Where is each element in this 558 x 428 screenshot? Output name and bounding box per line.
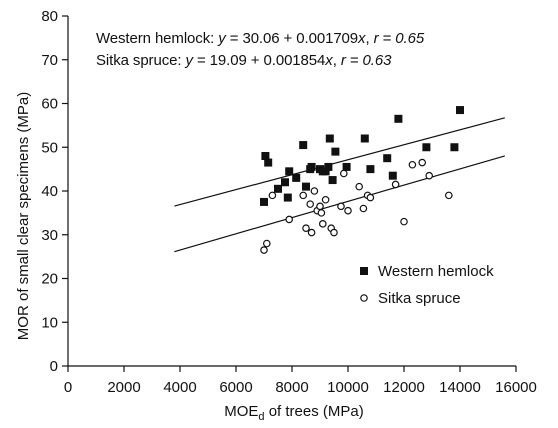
- point-sitka-spruce: [408, 160, 417, 169]
- data-points: [260, 106, 464, 254]
- equation-sitka-spruce: Sitka spruce: y = 19.09 + 0.001854x, r =…: [96, 52, 392, 69]
- point-western-hemlock: [264, 158, 273, 167]
- point-western-hemlock: [299, 141, 308, 150]
- equation-western-hemlock: Western hemlock: y = 30.06 + 0.001709x, …: [96, 30, 425, 47]
- x-tick-label: 6000: [219, 379, 252, 396]
- point-western-hemlock: [321, 167, 330, 176]
- x-tick-label: 12000: [383, 379, 425, 396]
- point-sitka-spruce: [330, 228, 338, 237]
- point-western-hemlock: [342, 162, 351, 171]
- x-tick-label: 0: [64, 379, 72, 396]
- y-tick-label: 50: [41, 139, 58, 156]
- point-sitka-spruce: [339, 169, 348, 178]
- point-sitka-spruce: [262, 239, 271, 248]
- point-western-hemlock: [422, 143, 431, 152]
- y-tick-label: 80: [41, 8, 58, 25]
- point-sitka-spruce: [306, 200, 315, 208]
- point-western-hemlock: [292, 173, 301, 182]
- point-western-hemlock: [450, 143, 459, 152]
- point-western-hemlock: [283, 193, 292, 202]
- x-axis-ticks: 0 2000 4000 6000 8000 10000 12000 14000 16000: [64, 366, 537, 396]
- point-sitka-spruce: [302, 224, 310, 232]
- point-sitka-spruce: [391, 180, 400, 189]
- point-western-hemlock: [331, 147, 340, 156]
- y-tick-label: 10: [41, 314, 58, 331]
- y-tick-label: 70: [41, 52, 58, 69]
- point-sitka-spruce: [355, 182, 364, 191]
- legend-marker-sitka-spruce: [360, 294, 368, 302]
- point-western-hemlock: [281, 178, 289, 187]
- point-western-hemlock: [325, 134, 334, 143]
- point-sitka-spruce: [285, 215, 294, 224]
- x-tick-label: 10000: [327, 379, 369, 396]
- point-sitka-spruce: [317, 209, 326, 217]
- y-tick-label: 60: [41, 96, 58, 113]
- legend-label-western-hemlock: Western hemlock: [378, 263, 494, 280]
- point-western-hemlock: [307, 162, 316, 171]
- point-western-hemlock: [302, 182, 310, 191]
- point-sitka-spruce: [337, 202, 345, 211]
- point-sitka-spruce: [318, 220, 327, 228]
- point-western-hemlock: [366, 165, 375, 174]
- y-tick-label: 40: [41, 183, 58, 200]
- point-sitka-spruce: [418, 158, 427, 167]
- legend-marker-western-hemlock: [360, 267, 368, 275]
- point-western-hemlock: [388, 171, 397, 180]
- point-sitka-spruce: [260, 246, 268, 254]
- point-sitka-spruce: [344, 206, 352, 215]
- point-sitka-spruce: [321, 195, 330, 204]
- point-sitka-spruce: [268, 191, 277, 200]
- x-tick-label: 16000: [495, 379, 537, 396]
- y-tick-label: 30: [41, 227, 58, 244]
- point-western-hemlock: [324, 162, 333, 171]
- point-sitka-spruce: [400, 217, 408, 226]
- point-sitka-spruce: [444, 191, 453, 200]
- y-axis-ticks: 0 10 20 30 40 50 60 70 80: [41, 8, 68, 375]
- x-tick-label: 14000: [439, 379, 481, 396]
- regression-line-western-hemlock: [174, 117, 505, 207]
- point-western-hemlock: [383, 154, 392, 163]
- y-axis-title: MOR of small clear specimens (MPa): [15, 92, 32, 340]
- y-tick-label: 0: [50, 358, 58, 375]
- point-sitka-spruce: [299, 191, 308, 200]
- legend-label-sitka-spruce: Sitka spruce: [378, 290, 461, 307]
- point-western-hemlock: [261, 152, 270, 160]
- point-western-hemlock: [360, 134, 369, 143]
- point-western-hemlock: [328, 176, 337, 185]
- x-tick-label: 4000: [163, 379, 196, 396]
- point-sitka-spruce: [366, 193, 375, 202]
- point-western-hemlock: [274, 184, 282, 193]
- x-tick-label: 8000: [275, 379, 308, 396]
- x-axis-title: MOEd of trees (MPa): [224, 403, 364, 423]
- regression-lines: [174, 117, 505, 253]
- point-sitka-spruce: [307, 228, 316, 237]
- point-sitka-spruce: [359, 204, 368, 213]
- point-western-hemlock: [285, 167, 294, 176]
- x-tick-label: 2000: [107, 379, 140, 396]
- y-tick-label: 20: [41, 271, 58, 288]
- legend: Western hemlock Sitka spruce: [360, 263, 494, 307]
- point-western-hemlock: [394, 114, 403, 123]
- point-western-hemlock: [456, 106, 464, 115]
- point-sitka-spruce: [316, 202, 324, 211]
- point-sitka-spruce: [310, 187, 319, 195]
- point-sitka-spruce: [425, 171, 434, 180]
- point-western-hemlock: [260, 197, 268, 206]
